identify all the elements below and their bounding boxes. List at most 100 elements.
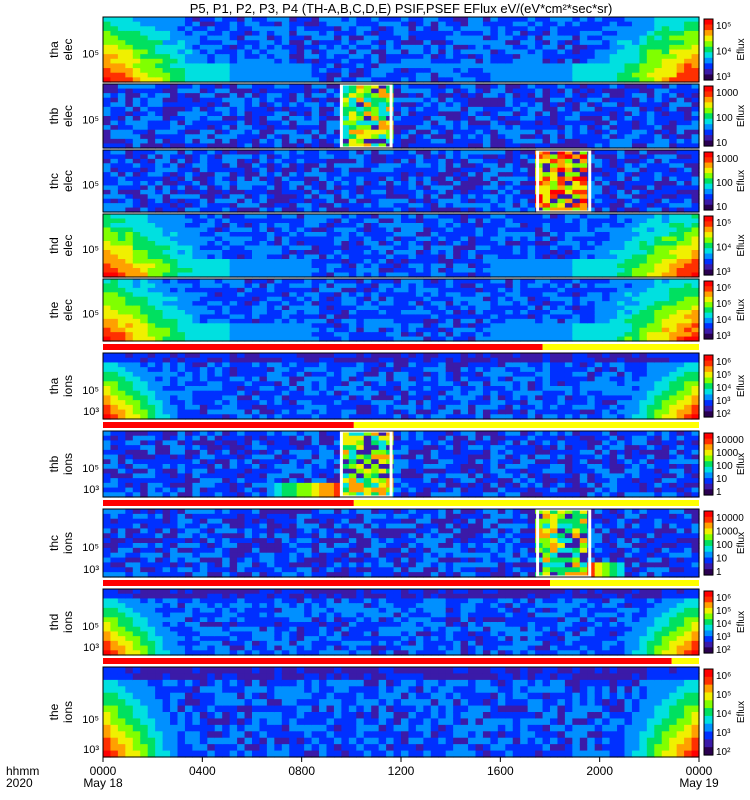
spectrogram-cell [117,44,126,51]
spectrogram-cell [266,283,275,289]
spectrogram-cell [252,287,261,293]
spectrogram-cell [676,72,685,78]
spectrogram-cell [184,241,193,247]
spectrogram-cell [594,72,603,78]
spectrogram-cell [132,189,141,195]
spectrogram-cell [669,68,678,74]
spectrogram-cell [490,194,499,200]
spectrogram-cell [594,44,603,51]
spectrogram-cell [274,93,283,99]
spectrogram-cell [423,272,432,278]
spectrogram-cell [646,138,655,145]
spectrogram-cell [617,263,626,269]
spectrogram-cell [542,26,551,32]
spectrogram-cell [132,35,141,41]
spectrogram-cell [274,58,283,65]
spectrogram-cell [557,88,566,94]
spectrogram-cell [684,218,693,224]
spectrogram-cell [624,245,633,251]
spectrogram-cell [393,21,402,27]
spectrogram-cell [386,150,395,156]
spectrogram-cell [438,259,447,265]
spectrogram-cell [505,150,514,156]
spectrogram-cell [646,111,655,117]
spectrogram-cell [378,138,387,145]
spectrogram-cell [274,30,283,37]
spectrogram-cell [587,181,596,187]
spectrogram-cell [646,207,655,213]
spectrogram-cell [229,84,238,90]
spectrogram-cell [207,150,216,156]
spectrogram-cell [222,143,231,149]
spectrogram-cell [304,301,313,307]
spectrogram-cell [661,268,670,274]
spectrogram-cell [542,40,551,46]
spectrogram-cell [401,263,410,269]
spectrogram-cell [296,138,305,145]
spectrogram-cell [184,268,193,274]
spectrogram-cell [363,158,372,164]
spectrogram-cell [535,77,544,83]
spectrogram-cell [557,93,566,99]
spectrogram-cell [609,134,618,140]
spectrogram-cell [125,250,134,256]
spectrogram-cell [244,163,253,169]
spectrogram-cell [386,241,395,247]
spectrogram-cell [691,88,700,94]
spectrogram-cell [304,150,313,156]
spectrogram-cell [326,241,335,247]
spectrogram-cell [274,268,283,274]
spectrogram-cell [170,172,179,178]
spectrogram-cell [341,181,350,187]
spectrogram-cell [512,68,521,74]
spectrogram-cell [684,58,693,65]
spectrogram-cell [386,154,395,160]
spectrogram-cell [170,30,179,37]
spectrogram-cell [125,106,134,113]
spectrogram-cell [415,84,424,90]
spectrogram-cell [639,72,648,78]
spectrogram-cell [594,214,603,220]
spectrogram-cell [222,301,231,307]
spectrogram-cell [520,207,529,213]
spectrogram-cell [482,163,491,169]
spectrogram-cell [557,223,566,229]
spectrogram-cell [311,189,320,195]
spectrogram-cell [512,40,521,46]
spectrogram-cell [117,283,126,289]
spectrogram-cell [393,54,402,60]
spectrogram-cell [296,323,305,329]
spectrogram-cell [654,236,663,242]
spectrogram-cell [654,40,663,46]
spectrogram-cell [177,207,186,213]
spectrogram-cell [125,72,134,78]
spectrogram-cell [229,185,238,191]
spectrogram-cell [438,223,447,229]
spectrogram-cell [542,97,551,103]
spectrogram-cell [199,263,208,269]
spectrogram-cell [445,250,454,256]
spectrogram-cell [415,54,424,60]
spectrogram-cell [192,218,201,224]
spectrogram-cell [170,227,179,233]
spectrogram-cell [475,44,484,51]
spectrogram-cell [676,44,685,51]
spectrogram-cell [125,143,134,149]
spectrogram-cell [117,158,126,164]
spectrogram-cell [661,263,670,269]
spectrogram-cell [237,138,246,145]
spectrogram-cell [430,189,439,195]
spectrogram-cell [497,49,506,55]
spectrogram-cell [177,227,186,233]
spectrogram-cell [184,327,193,333]
spectrogram-cell [356,93,365,99]
spectrogram-cell [147,327,156,333]
spectrogram-cell [222,93,231,99]
spectrogram-cell [229,236,238,242]
spectrogram-cell [646,236,655,242]
spectrogram-cell [319,305,328,311]
spectrogram-cell [669,223,678,229]
spectrogram-cell [654,17,663,23]
spectrogram-cell [564,181,573,187]
spectrogram-cell [497,254,506,260]
